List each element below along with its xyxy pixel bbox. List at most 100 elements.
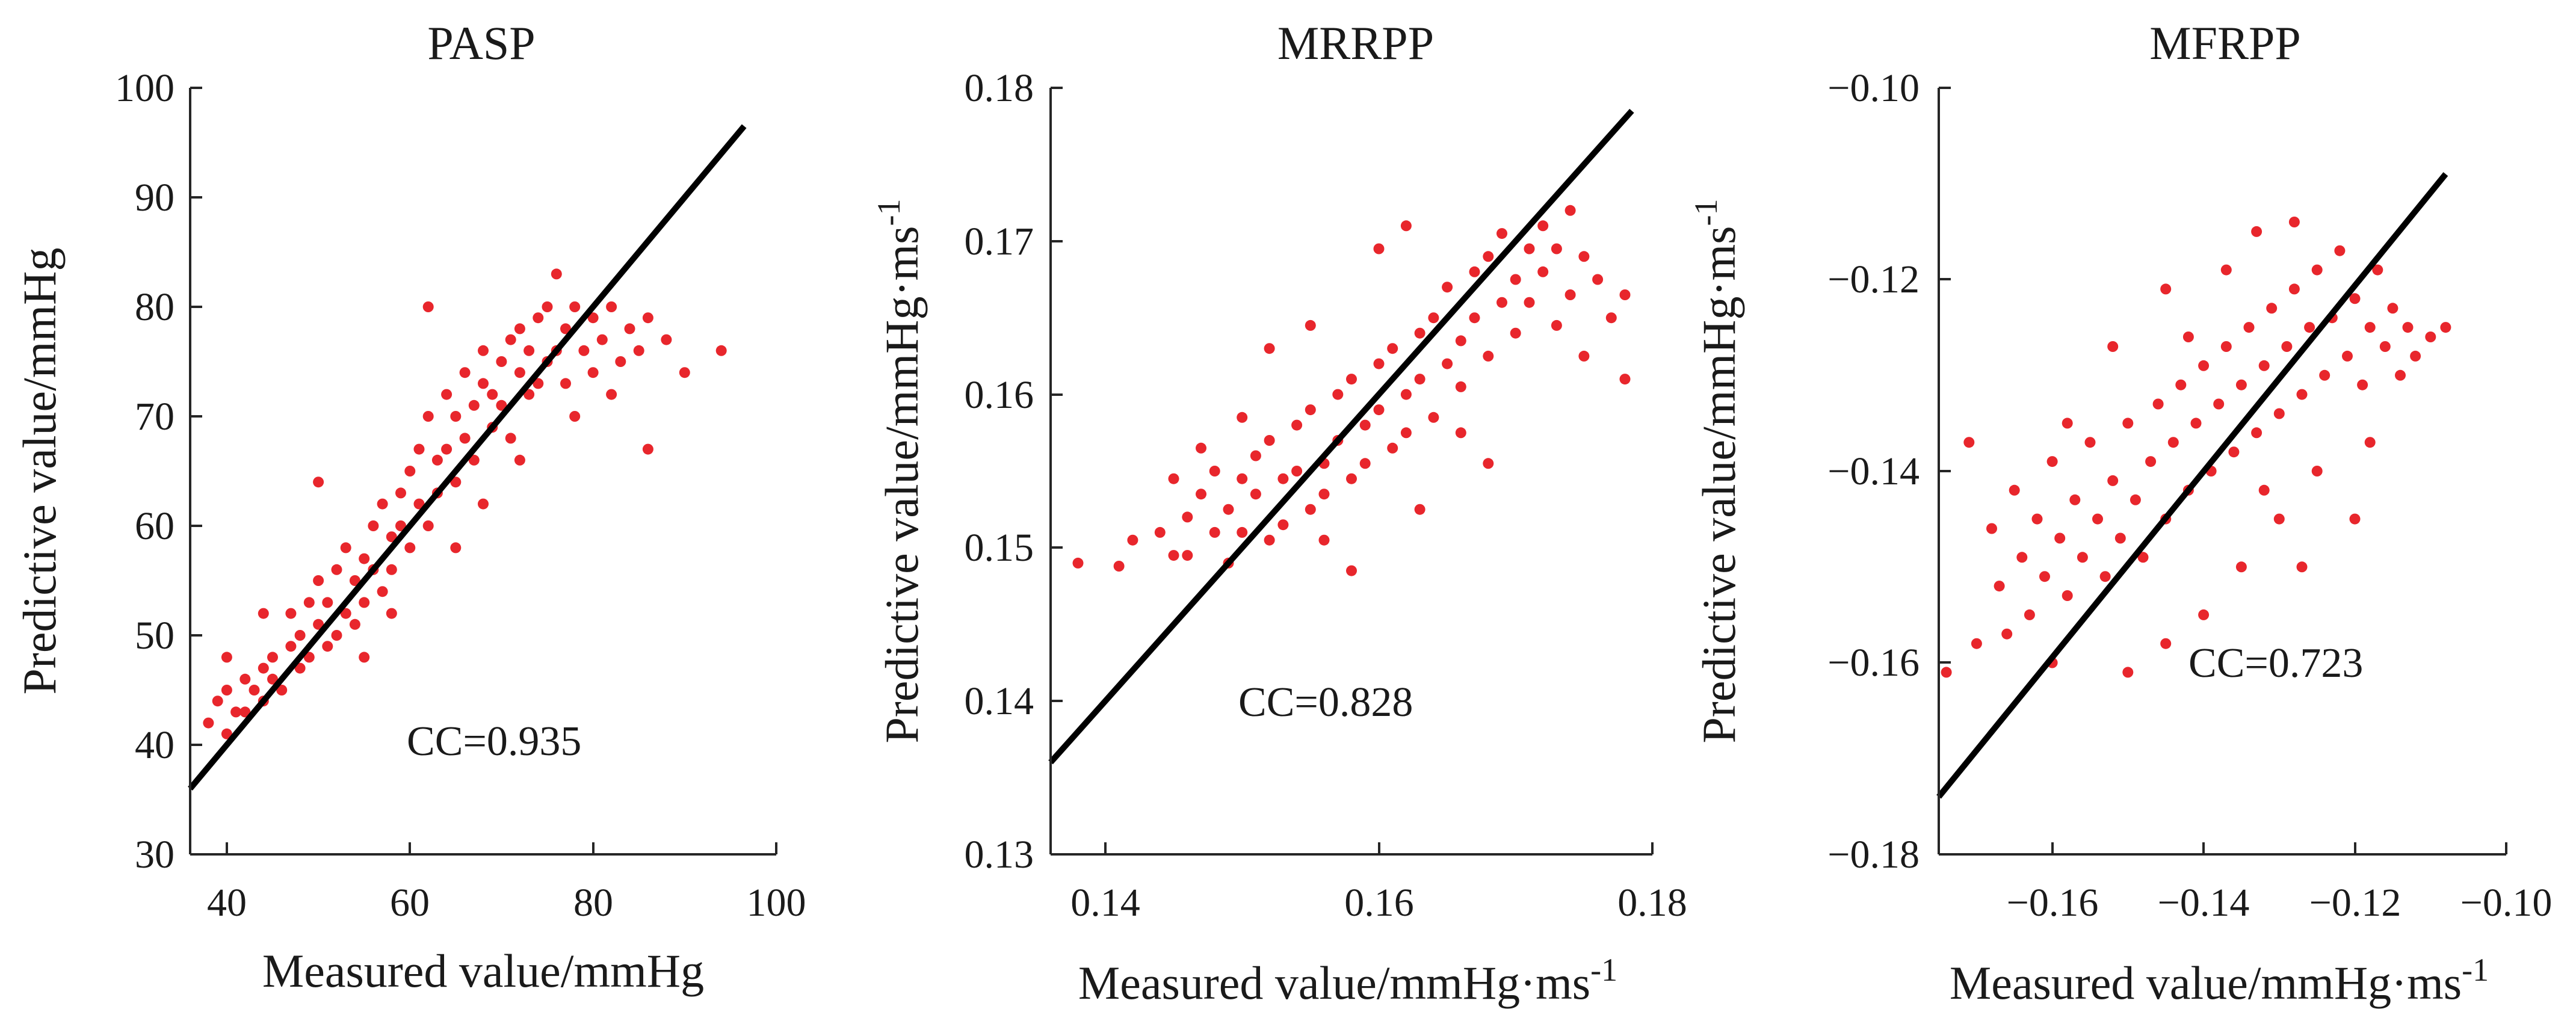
panel-mfrpp-fit-line bbox=[1936, 172, 2448, 799]
scatter-point bbox=[1305, 404, 1316, 416]
scatter-point bbox=[642, 443, 653, 455]
scatter-point bbox=[2228, 446, 2240, 458]
scatter-point bbox=[404, 542, 416, 554]
scatter-point bbox=[2440, 322, 2451, 333]
scatter-point bbox=[2273, 408, 2285, 419]
panel-pasp-x-axis-label: Measured value/mmHg bbox=[262, 945, 704, 997]
scatter-point bbox=[715, 345, 727, 356]
x-axis-label-exponent: -1 bbox=[1590, 952, 1617, 988]
scatter-point bbox=[1168, 550, 1179, 561]
scatter-point bbox=[2251, 226, 2262, 237]
panel-pasp-cc-annotation: CC=0.935 bbox=[407, 718, 581, 765]
scatter-point bbox=[2349, 293, 2361, 304]
scatter-point bbox=[413, 443, 425, 455]
scatter-point bbox=[496, 356, 507, 367]
scatter-point bbox=[2198, 609, 2210, 620]
scatter-point bbox=[2387, 303, 2398, 314]
scatter-point bbox=[2099, 571, 2111, 582]
scatter-point bbox=[2243, 322, 2255, 333]
scatter-point bbox=[596, 334, 608, 345]
scatter-point bbox=[2175, 379, 2187, 390]
scatter-point bbox=[2220, 264, 2232, 276]
scatter-point bbox=[331, 564, 342, 575]
scatter-point bbox=[1428, 412, 1439, 423]
scatter-point bbox=[1318, 489, 1330, 500]
scatter-point bbox=[212, 696, 223, 707]
x-axis-label-text: Measured value/mmHg·ms bbox=[1950, 957, 2462, 1009]
scatter-point bbox=[542, 301, 553, 312]
scatter-point bbox=[1524, 297, 1535, 308]
scatter-point bbox=[679, 367, 690, 378]
panel-pasp-y-tick-labels: 30 40 50 60 70 80 90 100 bbox=[115, 66, 175, 877]
scatter-point bbox=[569, 411, 581, 422]
scatter-point bbox=[1619, 289, 1631, 300]
scatter-point bbox=[478, 498, 489, 510]
panel-mrrpp-cc-annotation: CC=0.828 bbox=[1238, 679, 1413, 726]
scatter-point bbox=[1551, 243, 1562, 254]
scatter-point bbox=[404, 466, 416, 477]
x-tick-label: 60 bbox=[390, 881, 430, 925]
scatter-point bbox=[258, 608, 269, 619]
scatter-point bbox=[2107, 475, 2119, 486]
scatter-point bbox=[1994, 581, 2005, 592]
scatter-point bbox=[514, 323, 525, 335]
y-tick-label: 0.15 bbox=[965, 526, 1034, 570]
x-tick-label: −0.16 bbox=[2007, 881, 2099, 925]
scatter-point bbox=[1209, 526, 1220, 538]
scatter-point bbox=[441, 443, 452, 455]
y-tick-label: 0.13 bbox=[965, 833, 1034, 877]
panel-mrrpp-x-tick-labels: 0.14 0.16 0.18 bbox=[1070, 881, 1687, 925]
scatter-point bbox=[1400, 389, 1412, 400]
scatter-point bbox=[322, 641, 333, 652]
scatter-point bbox=[2395, 369, 2406, 381]
scatter-point bbox=[230, 706, 242, 718]
scatter-point bbox=[560, 323, 571, 335]
y-tick-label: −0.16 bbox=[1827, 641, 1920, 685]
scatter-point bbox=[2069, 494, 2081, 505]
scatter-point bbox=[1346, 374, 1357, 385]
scatter-point bbox=[2402, 322, 2414, 333]
scatter-point bbox=[505, 433, 516, 444]
scatter-point bbox=[359, 652, 370, 663]
scatter-point bbox=[569, 301, 581, 312]
scatter-point bbox=[1291, 466, 1303, 477]
scatter-point bbox=[2054, 532, 2066, 544]
scatter-point bbox=[422, 411, 434, 422]
scatter-point bbox=[1250, 489, 1261, 500]
panel-mrrpp: MRRPP 0.13 0.14 0.15 0.16 0.17 0.18 0.14 bbox=[871, 17, 1687, 1009]
scatter-point bbox=[1414, 504, 1425, 515]
scatter-point bbox=[1223, 504, 1234, 515]
scatter-point bbox=[1305, 319, 1316, 331]
y-tick-label: 70 bbox=[135, 395, 175, 439]
scatter-point bbox=[1510, 274, 1521, 285]
scatter-point bbox=[642, 312, 653, 324]
scatter-point bbox=[221, 652, 232, 663]
scatter-point bbox=[524, 389, 535, 400]
scatter-point bbox=[478, 378, 489, 389]
scatter-point bbox=[1237, 473, 1248, 484]
scatter-point bbox=[1483, 251, 1494, 262]
scatter-point bbox=[1318, 534, 1330, 546]
scatter-point bbox=[459, 433, 471, 444]
scatter-point bbox=[2319, 369, 2330, 381]
y-tick-label: 50 bbox=[135, 614, 175, 658]
scatter-point bbox=[468, 454, 480, 466]
scatter-point bbox=[395, 487, 406, 499]
x-tick-label: 40 bbox=[207, 881, 247, 925]
scatter-point bbox=[2372, 264, 2383, 276]
panel-pasp-title: PASP bbox=[427, 17, 535, 69]
scatter-point bbox=[386, 564, 397, 575]
scatter-point bbox=[2425, 332, 2436, 342]
y-axis-label-exponent: -1 bbox=[1688, 199, 1724, 226]
scatter-point bbox=[2364, 322, 2376, 333]
panel-mfrpp-y-ticks bbox=[1939, 87, 1951, 856]
scatter-point bbox=[2273, 513, 2285, 525]
scatter-point bbox=[377, 498, 388, 510]
scatter-point bbox=[2364, 437, 2376, 448]
scatter-point bbox=[1209, 466, 1220, 477]
scatter-point bbox=[2258, 360, 2270, 371]
scatter-point bbox=[533, 312, 544, 324]
scatter-point bbox=[2296, 561, 2308, 573]
scatter-point bbox=[322, 597, 333, 608]
scatter-point bbox=[1277, 519, 1289, 531]
